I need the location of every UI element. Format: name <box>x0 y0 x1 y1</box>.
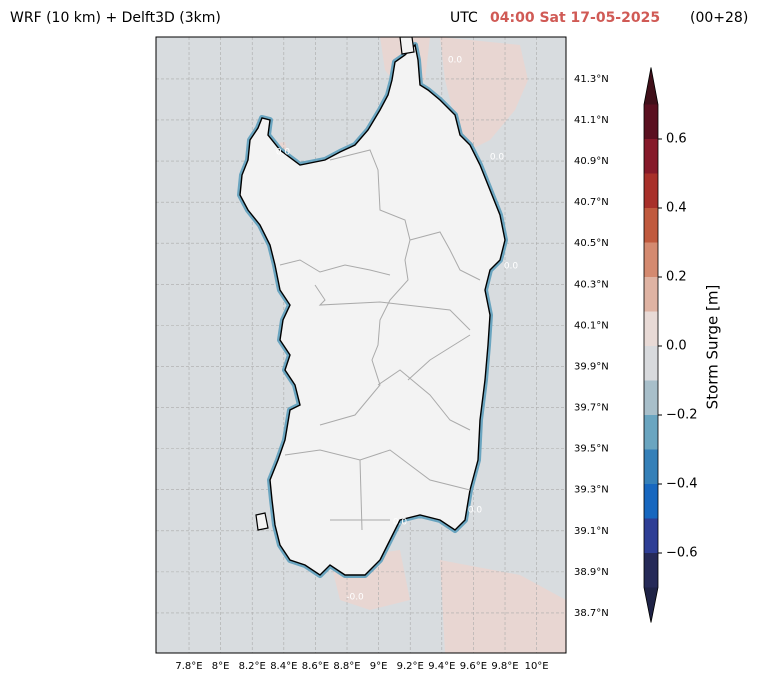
lat-label: 39.9°N <box>574 361 609 372</box>
colorbar-bin <box>644 346 658 381</box>
map-frame <box>155 36 567 654</box>
colorbar-label: Storm Surge [m] <box>704 285 722 410</box>
lon-label: 8.8°E <box>333 661 360 672</box>
lon-label: 8°E <box>212 661 230 672</box>
colorbar-bin <box>644 518 658 553</box>
contour-label: 0.0 <box>490 153 505 163</box>
lon-label: 9°E <box>370 661 388 672</box>
title: WRF (10 km) + Delft3D (3km) <box>10 10 221 26</box>
sardinia-coast <box>239 43 506 576</box>
lat-label: 39.1°N <box>574 526 609 537</box>
contour-label: 0.0 <box>448 56 463 66</box>
positive-surge-area <box>440 37 528 150</box>
contour-label: 0.0 <box>276 148 291 158</box>
lat-label: 38.7°N <box>574 608 609 619</box>
contour-label: 0.0 <box>393 518 408 528</box>
contour-label: 0.0 <box>504 262 519 272</box>
lat-label: 39.5°N <box>574 444 609 455</box>
map-area: 0.0 0.0 0.0 0.0 0.0 -0.0 0.0 <box>156 37 566 653</box>
colorbar-extend-low <box>644 587 658 623</box>
lon-label: 10°E <box>525 661 549 672</box>
colorbar-tick-label: −0.4 <box>666 477 698 492</box>
colorbar-bin <box>644 484 658 519</box>
colorbar-bin <box>644 553 658 588</box>
lon-label: 9.6°E <box>460 661 487 672</box>
lat-label: 40.7°N <box>574 197 609 208</box>
lat-label: 39.3°N <box>574 485 609 496</box>
lat-label: 38.9°N <box>574 567 609 578</box>
colorbar-bin <box>644 380 658 415</box>
colorbar-tick-label: 0.2 <box>666 270 687 285</box>
lon-label: 8.4°E <box>270 661 297 672</box>
positive-surge-area <box>440 560 566 653</box>
valid-time: 04:00 Sat 17-05-2025 <box>490 10 660 26</box>
colorbar-tick-label: 0.0 <box>666 339 687 354</box>
lat-label: 40.5°N <box>574 238 609 249</box>
lat-label: 41.1°N <box>574 115 609 126</box>
island <box>255 37 415 531</box>
colorbar-tick-label: 0.6 <box>666 132 687 147</box>
contour-label: 0.0 <box>468 506 483 516</box>
colorbar-bin <box>644 208 658 243</box>
lat-label: 40.1°N <box>574 320 609 331</box>
time-prefix: UTC <box>450 10 478 26</box>
lat-label: 41.3°N <box>574 74 609 85</box>
colorbar-extend-high <box>644 67 658 105</box>
colorbar-bin <box>644 415 658 450</box>
colorbar-outline <box>643 67 659 623</box>
lon-label: 8.2°E <box>239 661 266 672</box>
lon-label: 7.8°E <box>175 661 202 672</box>
colorbar-tick-label: −0.2 <box>666 408 698 423</box>
lead-time: (00+28) <box>690 10 748 26</box>
colorbar-bin <box>644 104 658 139</box>
contour-label: -0.0 <box>346 593 364 603</box>
colorbar-bin <box>644 277 658 312</box>
lon-label: 9.8°E <box>491 661 518 672</box>
colorbar-bin <box>644 139 658 174</box>
colorbar-bin <box>644 242 658 277</box>
colorbar-tick-label: 0.4 <box>666 201 687 216</box>
lon-label: 8.6°E <box>302 661 329 672</box>
lon-label: 9.4°E <box>428 661 455 672</box>
colorbar-bin <box>644 173 658 208</box>
province-borders <box>279 149 481 531</box>
lat-label: 39.7°N <box>574 403 609 414</box>
colorbar-bin <box>644 449 658 484</box>
lat-label: 40.3°N <box>574 279 609 290</box>
lon-label: 9.2°E <box>397 661 424 672</box>
colorbar-bin <box>644 311 658 346</box>
lat-label: 40.9°N <box>574 156 609 167</box>
colorbar-tick-label: −0.6 <box>666 546 698 561</box>
